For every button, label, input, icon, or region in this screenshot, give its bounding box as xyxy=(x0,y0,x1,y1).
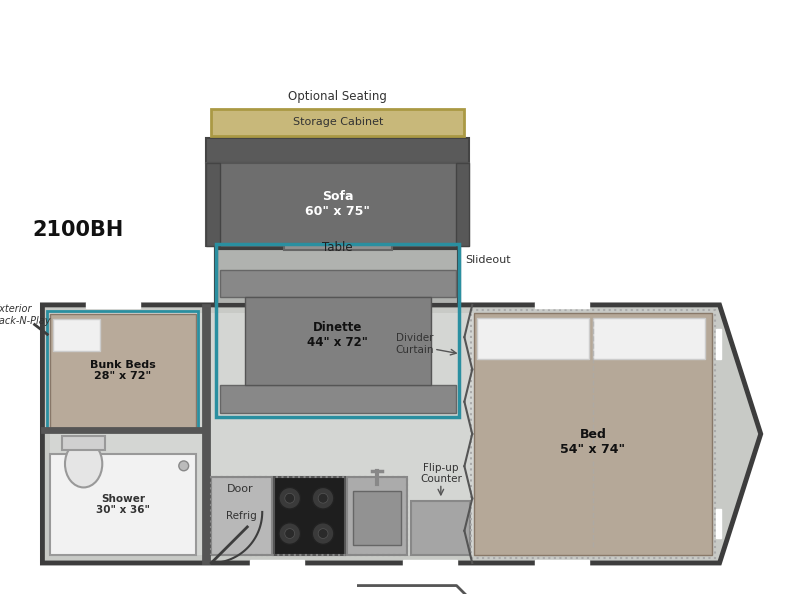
Text: Bed
54" x 74": Bed 54" x 74" xyxy=(560,428,626,456)
Text: Optional Seating: Optional Seating xyxy=(288,91,387,103)
Polygon shape xyxy=(716,509,722,538)
Polygon shape xyxy=(211,109,464,136)
Text: Door: Door xyxy=(227,484,254,494)
Circle shape xyxy=(279,487,301,509)
Polygon shape xyxy=(284,244,392,250)
Polygon shape xyxy=(206,163,470,246)
Polygon shape xyxy=(86,302,139,308)
Text: Shower
30" x 36": Shower 30" x 36" xyxy=(96,494,150,515)
Circle shape xyxy=(312,487,334,509)
Polygon shape xyxy=(402,560,457,566)
Polygon shape xyxy=(206,163,220,246)
Text: Slideout: Slideout xyxy=(466,255,511,265)
Polygon shape xyxy=(54,319,100,351)
Polygon shape xyxy=(274,476,345,555)
Polygon shape xyxy=(203,305,210,563)
Polygon shape xyxy=(474,313,712,555)
Text: Table: Table xyxy=(322,241,353,254)
Polygon shape xyxy=(62,436,106,450)
Polygon shape xyxy=(50,454,195,555)
Polygon shape xyxy=(477,317,589,359)
Circle shape xyxy=(285,529,294,538)
Polygon shape xyxy=(220,269,455,297)
Polygon shape xyxy=(455,163,470,246)
Polygon shape xyxy=(346,476,407,555)
Circle shape xyxy=(285,493,294,503)
Polygon shape xyxy=(716,329,722,359)
Text: Exterior
Pack-N-Play: Exterior Pack-N-Play xyxy=(0,304,51,326)
Polygon shape xyxy=(211,476,272,555)
Polygon shape xyxy=(216,248,459,305)
Polygon shape xyxy=(245,297,431,385)
Polygon shape xyxy=(206,138,470,163)
Polygon shape xyxy=(50,314,195,428)
Text: Storage Cabinet: Storage Cabinet xyxy=(293,118,383,127)
Text: Dinette
44" x 72": Dinette 44" x 72" xyxy=(307,322,368,349)
Text: 2100BH: 2100BH xyxy=(33,220,124,240)
Polygon shape xyxy=(535,302,589,308)
Polygon shape xyxy=(50,313,712,555)
Polygon shape xyxy=(594,317,705,359)
Ellipse shape xyxy=(65,440,102,487)
Polygon shape xyxy=(220,385,455,413)
Text: Bunk Beds
28" x 72": Bunk Beds 28" x 72" xyxy=(90,360,156,382)
Text: Sofa
60" x 75": Sofa 60" x 75" xyxy=(306,190,370,218)
Circle shape xyxy=(179,461,189,471)
Polygon shape xyxy=(535,560,589,566)
Polygon shape xyxy=(42,428,203,433)
Circle shape xyxy=(279,523,301,544)
Circle shape xyxy=(318,529,328,538)
Polygon shape xyxy=(411,501,470,555)
Text: Refrig: Refrig xyxy=(226,511,257,521)
Polygon shape xyxy=(354,491,401,545)
Circle shape xyxy=(318,493,328,503)
Text: Flip-up
Counter: Flip-up Counter xyxy=(420,463,462,484)
Circle shape xyxy=(312,523,334,544)
Polygon shape xyxy=(250,560,305,566)
Polygon shape xyxy=(42,305,761,563)
Text: Divider
Curtain: Divider Curtain xyxy=(395,334,434,355)
